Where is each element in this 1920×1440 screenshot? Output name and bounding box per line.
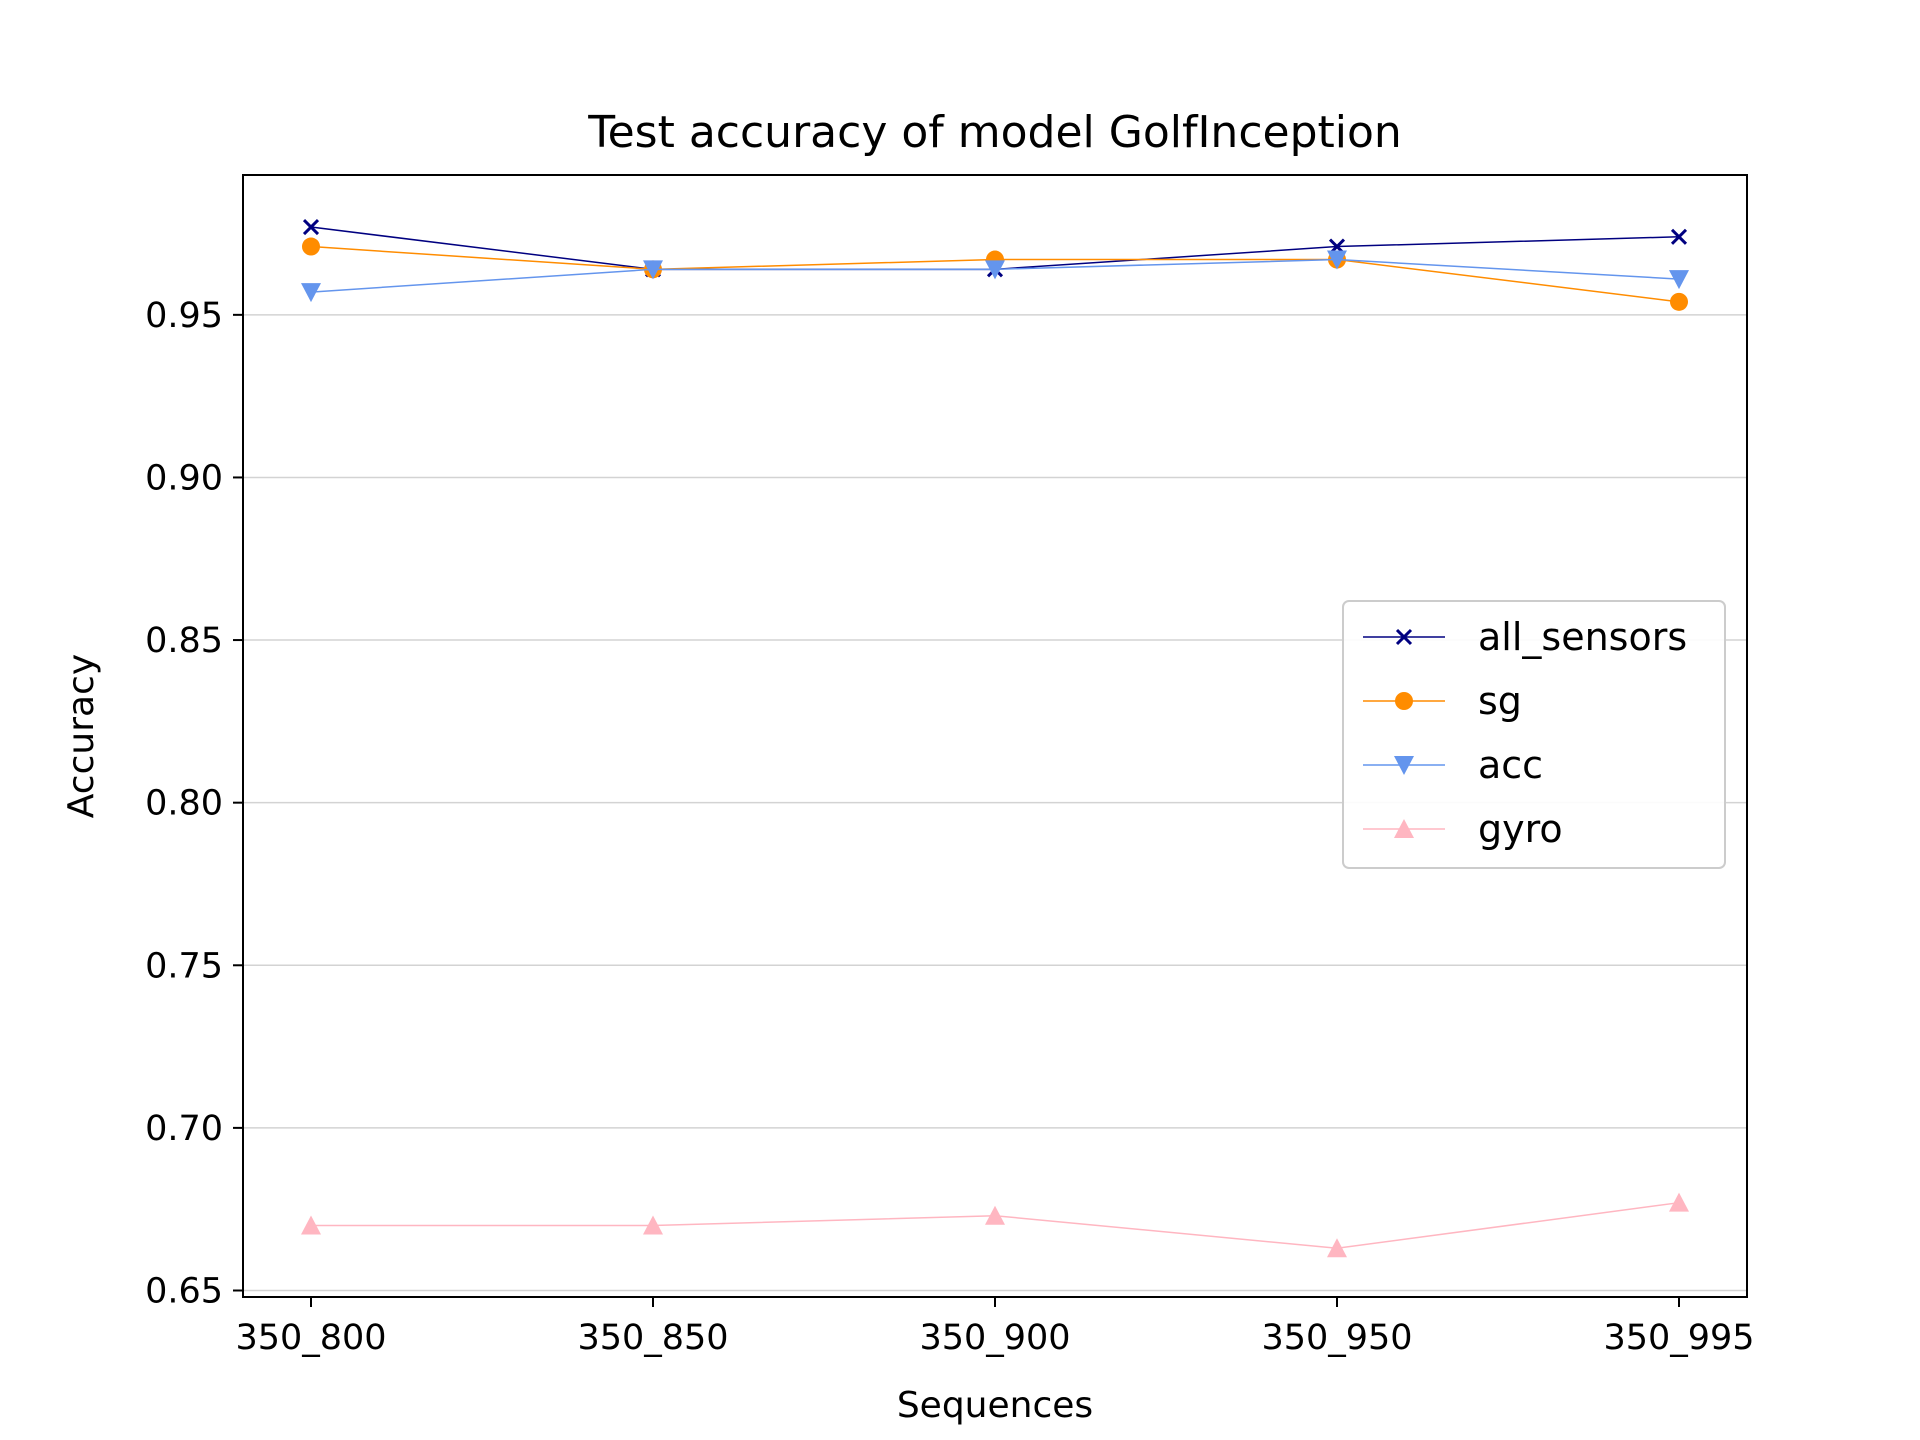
x-axis: 350_800 350_850 350_900 350_950 350_995 [235,1297,1755,1358]
series-layer [301,218,1689,1258]
data-point-all_sensors [1670,228,1688,245]
y-tick-label: 0.85 [145,621,223,661]
data-point-gyro [985,1205,1005,1225]
x-tick-label: 350_850 [577,1318,728,1358]
x-tick-label: 350_995 [1603,1318,1754,1358]
legend-label-gyro: gyro [1478,807,1563,851]
legend-marker-gyro [1394,819,1414,838]
series-acc [301,250,1689,303]
data-point-gyro [301,1215,321,1235]
data-point-acc [643,260,663,280]
legend-marker-all_sensors [1395,628,1413,646]
y-tick-label: 0.90 [145,458,223,498]
y-axis-label: Accuracy [61,654,102,818]
y-tick-label: 0.65 [145,1271,223,1311]
data-point-acc [1327,250,1347,270]
chart-title: Test accuracy of model GolfInception [587,107,1402,158]
legend-label-acc: acc [1478,743,1543,787]
data-point-acc [985,260,1005,280]
data-point-acc [1669,270,1689,290]
series-gyro [301,1192,1689,1258]
legend-marker-acc [1394,756,1414,775]
data-point-sg [302,237,320,256]
legend-box [1342,600,1726,869]
y-axis: 0.65 0.70 0.75 0.80 0.85 0.90 0.95 [145,296,243,1311]
data-point-all_sensors [302,218,320,236]
y-tick-label: 0.70 [145,1109,223,1149]
legend-label-all_sensors: all_sensors [1478,615,1687,659]
y-tick-label: 0.80 [145,784,223,824]
legend-marker-sg [1395,692,1413,710]
x-axis-label: Sequences [897,1385,1093,1426]
y-tick-label: 0.95 [145,296,223,336]
y-tick-label: 0.75 [145,946,223,986]
x-tick-label: 350_800 [235,1318,386,1358]
legend-label-sg: sg [1478,679,1522,723]
x-tick-label: 350_900 [919,1318,1070,1358]
data-point-acc [301,283,321,303]
data-point-gyro [1327,1238,1347,1258]
data-point-gyro [1669,1192,1689,1212]
data-point-sg [1670,292,1688,311]
gridlines [243,314,1747,1292]
x-tick-label: 350_950 [1261,1318,1412,1358]
data-point-gyro [643,1215,663,1235]
